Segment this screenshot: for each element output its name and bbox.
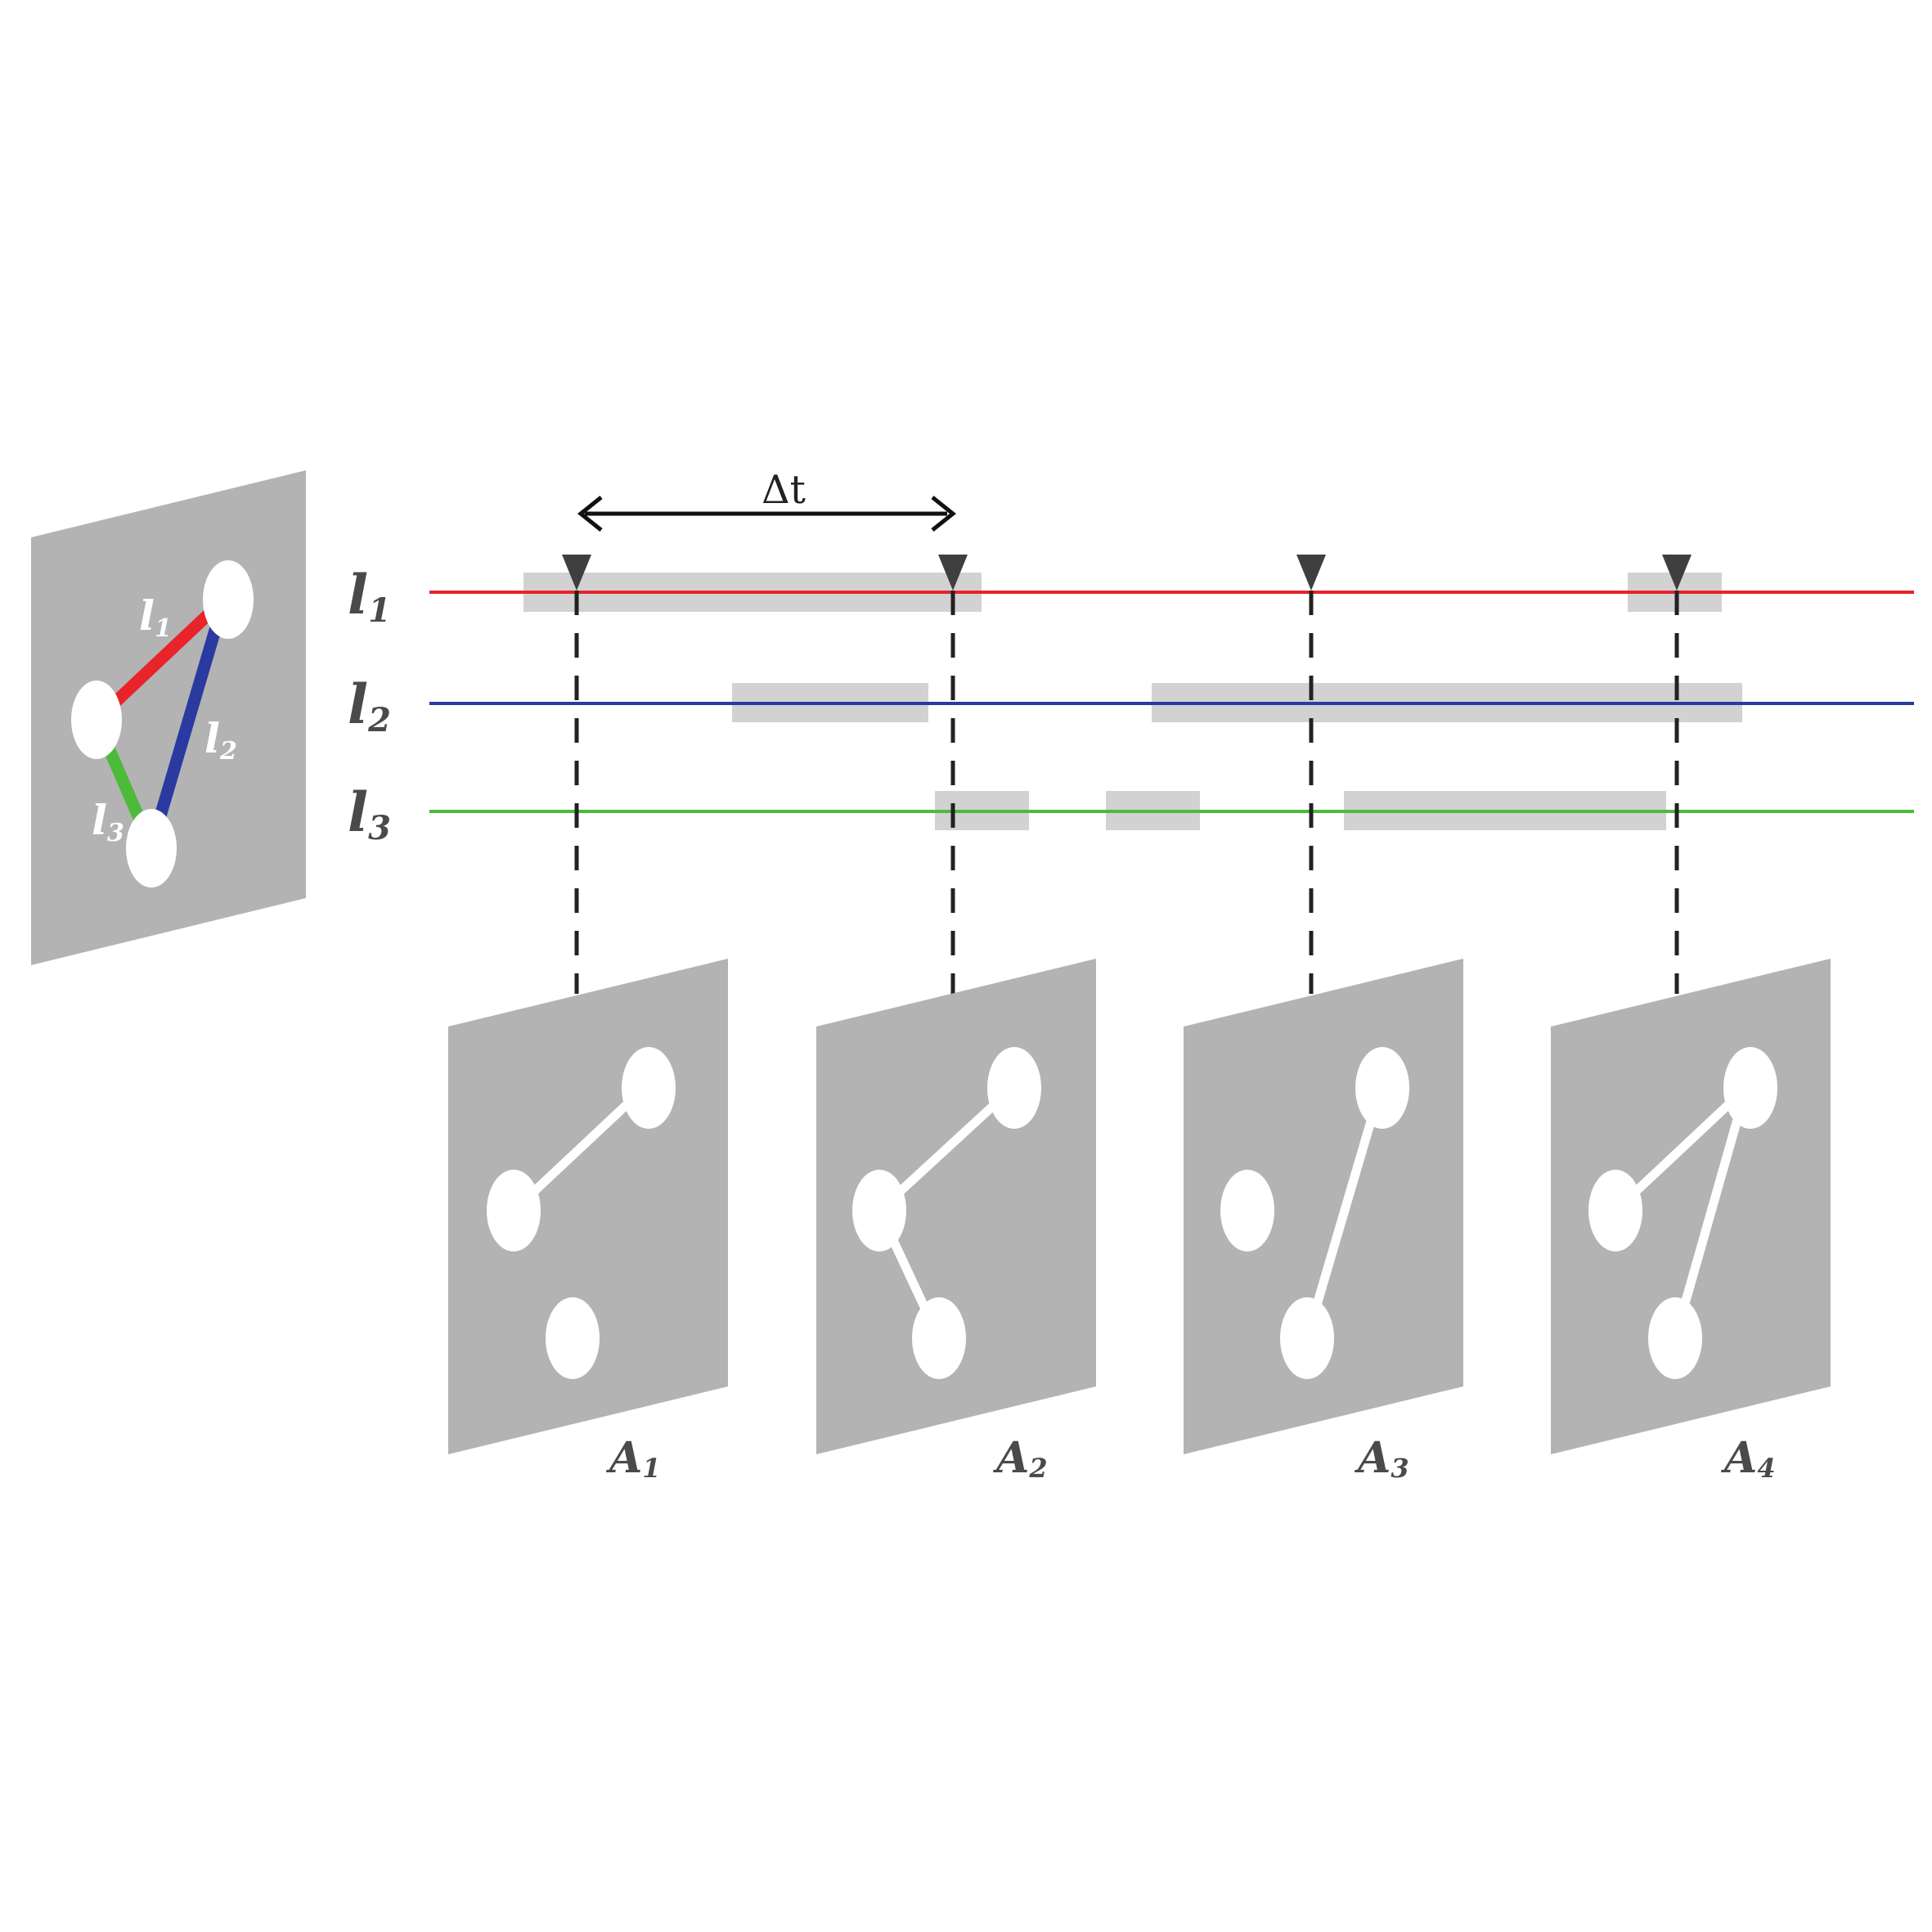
snapshot-node: [1355, 1047, 1409, 1129]
activity-periods: [523, 573, 1742, 830]
aggregate-link-l2: [145, 593, 231, 853]
link-label-l3: l3: [348, 780, 391, 847]
snapshot-panel-a3: [1184, 959, 1463, 1454]
triangle-marker-icon: [938, 555, 968, 591]
snapshot-panel-a4: [1551, 959, 1831, 1454]
snapshot-node: [622, 1047, 676, 1129]
aggregate-label-l2: l2: [204, 714, 237, 766]
snapshot-panel-a1: [448, 959, 728, 1454]
link-label-l1: l1: [348, 563, 391, 630]
snapshot-node: [1280, 1297, 1334, 1379]
aggregate-node: [71, 681, 122, 759]
aggregate-network-panel: l1 l2 l3: [31, 470, 306, 965]
snapshot-label-a2: A2: [992, 1433, 1048, 1484]
triangle-marker-icon: [1296, 555, 1326, 591]
link-timelines: [429, 591, 1914, 813]
snapshot-link: [1302, 1086, 1386, 1340]
snapshot-node: [987, 1047, 1041, 1129]
snapshot-node: [852, 1170, 906, 1251]
snapshot-node: [1723, 1047, 1777, 1129]
snapshot-node: [1220, 1170, 1274, 1251]
delta-t-arrow: Δt: [577, 467, 957, 532]
snapshot-node: [487, 1170, 541, 1251]
arrowhead-right-icon: [931, 496, 957, 532]
aggregate-node: [126, 809, 177, 887]
triangle-marker-icon: [1662, 555, 1692, 591]
snapshot-link: [1670, 1086, 1751, 1340]
aggregate-label-l1: l1: [139, 591, 172, 643]
snapshot-label-a1: A1: [605, 1433, 661, 1484]
snapshot-node: [1648, 1297, 1702, 1379]
snapshot-node: [546, 1297, 600, 1379]
triangle-marker-icon: [562, 555, 591, 591]
snapshot-panel-a2: [816, 959, 1096, 1454]
snapshot-node: [912, 1297, 966, 1379]
link-label-l2: l2: [348, 672, 391, 739]
snapshot-label-a3: A3: [1354, 1433, 1409, 1484]
arrowhead-left-icon: [577, 496, 603, 532]
sampling-markers: [562, 555, 1692, 994]
aggregate-label-l3: l3: [92, 796, 124, 847]
snapshot-label-a4: A4: [1720, 1433, 1776, 1484]
aggregate-node: [203, 560, 254, 639]
snapshot-node: [1588, 1170, 1642, 1251]
delta-t-label: Δt: [762, 467, 806, 513]
